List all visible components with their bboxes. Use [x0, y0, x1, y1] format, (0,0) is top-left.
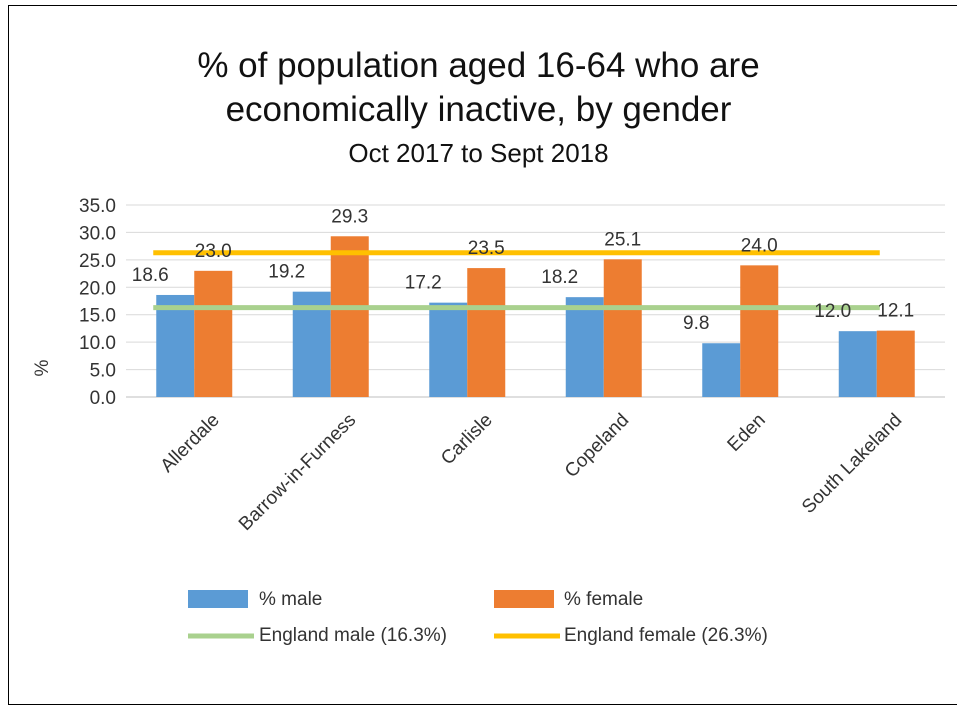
data-label-male: 17.2	[405, 273, 442, 294]
x-tick-label: Copeland	[561, 410, 633, 482]
data-label-female: 24.0	[741, 235, 778, 256]
x-tick-label: Barrow-in-Furness	[235, 410, 360, 535]
y-axis-label: %	[32, 359, 53, 376]
x-tick-label: Eden	[724, 410, 770, 456]
data-label-female: 23.0	[195, 241, 232, 262]
bar-female	[876, 330, 915, 397]
legend-swatch-male	[188, 590, 248, 608]
data-label-male: 9.8	[683, 313, 709, 334]
reference-lines	[153, 250, 880, 311]
data-label-male: 18.6	[132, 265, 169, 286]
legend-label-female: % female	[564, 589, 644, 610]
y-tick-label: 20.0	[79, 278, 116, 299]
legend-label-england-male: England male (16.3%)	[259, 625, 447, 646]
legend-swatch-female	[494, 590, 554, 608]
y-tick-label: 15.0	[79, 306, 116, 327]
y-tick-label: 35.0	[79, 196, 116, 217]
data-labels: 18.6 23.0 19.2 29.3 17.2 23.5 18.2 25.1 9.8 24.0 1…	[132, 206, 914, 334]
y-tick-label: 25.0	[79, 251, 116, 272]
bar-male	[156, 294, 195, 397]
y-tick-label: 0.0	[90, 388, 116, 409]
gridlines	[126, 204, 945, 398]
data-label-male: 12.0	[814, 301, 851, 322]
chart-subtitle: Oct 2017 to Sept 2018	[348, 138, 609, 168]
y-tick-label: 5.0	[90, 361, 116, 382]
legend-swatches	[188, 590, 560, 639]
data-label-female: 23.5	[468, 238, 505, 259]
legend-label-male: % male	[259, 589, 323, 610]
x-axis-ticks: Allerdale Barrow-in-Furness Carlisle Copela…	[157, 410, 907, 535]
y-tick-label: 10.0	[79, 333, 116, 354]
bar-female	[194, 270, 233, 397]
chart-title-line-2: economically inactive, by gender	[225, 90, 732, 129]
data-label-female: 25.1	[604, 229, 641, 250]
chart-title-line-1: % of population aged 16-64 who are	[197, 46, 760, 85]
y-tick-label: 30.0	[79, 223, 116, 244]
data-label-female: 12.1	[877, 301, 914, 322]
bar-male	[838, 331, 877, 397]
bar-male	[565, 297, 604, 397]
legend-label-england-female: England female (26.3%)	[564, 625, 768, 646]
bar-female	[330, 236, 369, 397]
bar-male	[702, 343, 741, 397]
bars	[156, 236, 915, 397]
bar-female	[740, 265, 779, 397]
data-label-male: 18.2	[541, 267, 578, 288]
bar-male	[429, 302, 468, 397]
x-tick-label: Carlisle	[437, 410, 497, 470]
bar-female	[603, 259, 642, 397]
y-axis-ticks: 0.0 5.0 10.0 15.0 20.0 25.0 30.0 35.0	[79, 196, 116, 409]
x-tick-label: Allerdale	[157, 410, 224, 477]
x-tick-label: South Lakeland	[798, 410, 906, 518]
data-label-male: 19.2	[268, 262, 305, 283]
bar-female	[467, 268, 506, 397]
data-label-female: 29.3	[331, 206, 368, 227]
chart-plot: 0.05.010.015.020.025.030.035.0 18.623.01…	[32, 196, 945, 639]
